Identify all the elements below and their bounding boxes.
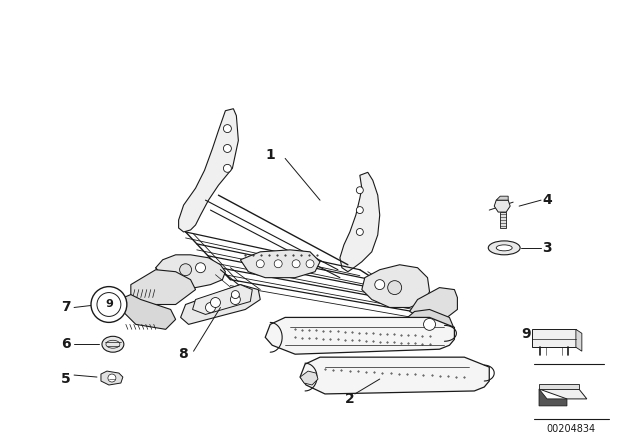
Polygon shape xyxy=(340,172,380,271)
Ellipse shape xyxy=(102,336,124,352)
Polygon shape xyxy=(362,265,429,307)
Polygon shape xyxy=(496,196,508,200)
Text: 9: 9 xyxy=(522,327,531,341)
Circle shape xyxy=(232,291,239,298)
Circle shape xyxy=(223,125,232,133)
Circle shape xyxy=(274,260,282,268)
Text: 2: 2 xyxy=(345,392,355,406)
Circle shape xyxy=(356,207,364,214)
Circle shape xyxy=(91,287,127,323)
Circle shape xyxy=(306,260,314,268)
Polygon shape xyxy=(156,255,225,288)
Polygon shape xyxy=(410,288,458,319)
Polygon shape xyxy=(101,371,123,385)
Text: 1: 1 xyxy=(266,148,275,163)
Circle shape xyxy=(223,145,232,152)
Circle shape xyxy=(196,263,205,273)
Circle shape xyxy=(356,228,364,236)
Circle shape xyxy=(356,187,364,194)
Circle shape xyxy=(424,319,435,330)
Polygon shape xyxy=(265,318,454,354)
Circle shape xyxy=(108,374,116,382)
Ellipse shape xyxy=(496,245,512,251)
Polygon shape xyxy=(404,310,454,339)
Circle shape xyxy=(223,164,232,172)
Text: 9: 9 xyxy=(105,300,113,310)
Circle shape xyxy=(230,294,241,305)
Text: 3: 3 xyxy=(542,241,552,255)
Polygon shape xyxy=(539,384,579,389)
Text: 00204834: 00204834 xyxy=(547,424,595,434)
Polygon shape xyxy=(576,329,582,351)
Polygon shape xyxy=(500,212,506,228)
Polygon shape xyxy=(300,357,489,394)
Polygon shape xyxy=(241,250,320,278)
Polygon shape xyxy=(119,294,175,329)
Polygon shape xyxy=(300,371,318,385)
Polygon shape xyxy=(179,109,238,232)
Text: 4: 4 xyxy=(542,193,552,207)
Text: 6: 6 xyxy=(61,337,71,351)
Ellipse shape xyxy=(488,241,520,255)
Circle shape xyxy=(388,280,402,294)
Polygon shape xyxy=(180,284,260,324)
Text: 8: 8 xyxy=(178,347,188,361)
Polygon shape xyxy=(539,389,587,399)
Text: 7: 7 xyxy=(61,301,71,314)
Polygon shape xyxy=(193,284,252,314)
Circle shape xyxy=(375,280,385,289)
Polygon shape xyxy=(494,200,510,212)
Circle shape xyxy=(180,264,191,276)
Polygon shape xyxy=(539,389,567,406)
Polygon shape xyxy=(532,329,576,347)
Circle shape xyxy=(292,260,300,268)
Circle shape xyxy=(211,297,220,307)
Text: 5: 5 xyxy=(61,372,71,386)
Circle shape xyxy=(256,260,264,268)
Circle shape xyxy=(205,302,216,312)
Polygon shape xyxy=(131,270,196,305)
